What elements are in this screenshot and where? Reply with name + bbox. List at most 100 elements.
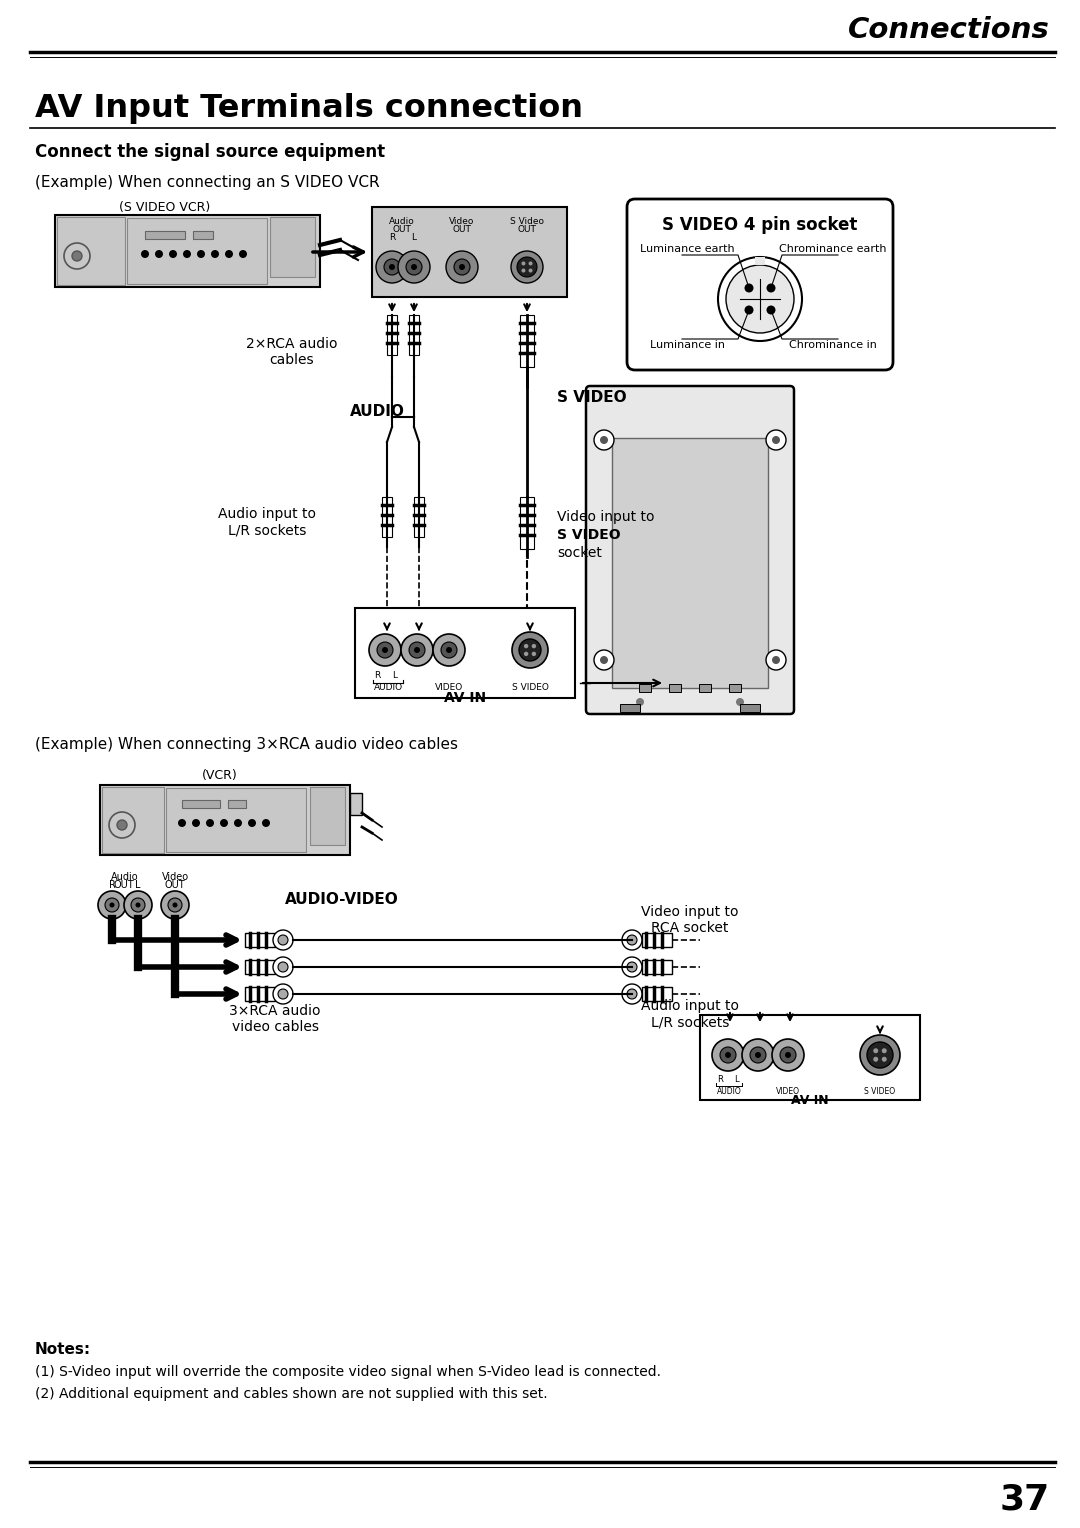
Circle shape [767, 284, 775, 292]
Bar [55, 215, 320, 287]
Circle shape [726, 264, 794, 333]
Bar [642, 987, 672, 1001]
Circle shape [735, 698, 744, 706]
Circle shape [454, 260, 470, 275]
Circle shape [98, 891, 126, 918]
Text: OUT: OUT [164, 880, 186, 889]
FancyBboxPatch shape [627, 199, 893, 370]
Bar [193, 231, 213, 238]
Circle shape [881, 1048, 887, 1053]
Circle shape [161, 891, 189, 918]
Circle shape [109, 903, 114, 908]
Circle shape [273, 957, 293, 976]
Text: S Video: S Video [510, 217, 544, 226]
Text: 3×RCA audio
video cables: 3×RCA audio video cables [229, 1004, 321, 1034]
Text: OUT: OUT [517, 225, 537, 234]
Text: OUT: OUT [392, 225, 411, 234]
Circle shape [278, 935, 288, 944]
Bar [700, 1015, 920, 1100]
Text: L: L [135, 880, 140, 889]
Circle shape [225, 251, 233, 258]
Circle shape [531, 643, 536, 648]
Text: (Example) When connecting an S VIDEO VCR: (Example) When connecting an S VIDEO VCR [35, 174, 380, 189]
Circle shape [414, 646, 420, 652]
Bar [245, 987, 275, 1001]
Text: S VIDEO: S VIDEO [512, 683, 549, 692]
Circle shape [273, 984, 293, 1004]
Bar [519, 315, 534, 367]
Circle shape [528, 269, 532, 272]
Bar [729, 685, 741, 692]
Bar [639, 685, 651, 692]
Circle shape [780, 1047, 796, 1063]
Circle shape [446, 646, 453, 652]
Text: (Example) When connecting 3×RCA audio video cables: (Example) When connecting 3×RCA audio vi… [35, 738, 458, 752]
Text: AUDIO: AUDIO [717, 1086, 741, 1096]
Bar [382, 497, 392, 536]
Circle shape [742, 1039, 774, 1071]
Circle shape [524, 643, 528, 648]
Circle shape [600, 435, 608, 445]
Bar [310, 787, 345, 845]
Text: AV Input Terminals connection: AV Input Terminals connection [35, 93, 583, 124]
Text: VIDEO: VIDEO [777, 1086, 800, 1096]
Text: AV IN: AV IN [792, 1094, 828, 1108]
Circle shape [744, 306, 754, 315]
Bar [245, 960, 275, 973]
Text: Audio input to
L/R sockets: Audio input to L/R sockets [642, 999, 739, 1028]
Circle shape [627, 935, 637, 944]
Circle shape [376, 251, 408, 283]
Circle shape [600, 656, 608, 665]
Text: OUT: OUT [453, 225, 472, 234]
Circle shape [528, 261, 532, 266]
Bar [145, 231, 185, 238]
Circle shape [262, 819, 270, 827]
Circle shape [278, 963, 288, 972]
Circle shape [767, 306, 775, 315]
Circle shape [512, 633, 548, 668]
Bar [372, 206, 567, 296]
Bar [270, 217, 315, 277]
Text: R: R [374, 671, 380, 680]
Text: AUDIO: AUDIO [374, 683, 403, 692]
Text: Chrominance in: Chrominance in [789, 341, 877, 350]
Text: Video input to
RCA socket: Video input to RCA socket [642, 905, 739, 935]
Circle shape [192, 819, 200, 827]
Circle shape [755, 1051, 761, 1057]
Text: L: L [392, 671, 397, 680]
Text: L: L [411, 232, 417, 241]
Bar [127, 219, 267, 284]
Bar [414, 497, 424, 536]
Circle shape [531, 651, 536, 656]
Bar [669, 685, 681, 692]
Text: R: R [389, 232, 395, 241]
Circle shape [273, 931, 293, 950]
Circle shape [131, 898, 145, 912]
Circle shape [867, 1042, 893, 1068]
Text: socket: socket [557, 545, 602, 559]
Text: Chrominance earth: Chrominance earth [780, 244, 887, 254]
Bar [355, 608, 575, 698]
Circle shape [401, 634, 433, 666]
Circle shape [156, 251, 163, 258]
Circle shape [135, 903, 140, 908]
Circle shape [72, 251, 82, 261]
Circle shape [511, 251, 543, 283]
Circle shape [168, 251, 177, 258]
Circle shape [772, 1039, 804, 1071]
Circle shape [369, 634, 401, 666]
Circle shape [622, 957, 642, 976]
Text: AUDIO: AUDIO [350, 405, 404, 420]
Circle shape [211, 251, 219, 258]
Circle shape [720, 1047, 735, 1063]
Circle shape [785, 1051, 791, 1057]
Text: Audio input to
L/R sockets: Audio input to L/R sockets [218, 507, 316, 538]
Bar [100, 785, 350, 856]
Circle shape [197, 251, 205, 258]
Bar [245, 934, 275, 947]
Bar [740, 704, 760, 712]
Text: Audio: Audio [111, 872, 139, 882]
Circle shape [874, 1048, 878, 1053]
Text: (S VIDEO VCR): (S VIDEO VCR) [120, 200, 211, 214]
Circle shape [389, 264, 395, 270]
